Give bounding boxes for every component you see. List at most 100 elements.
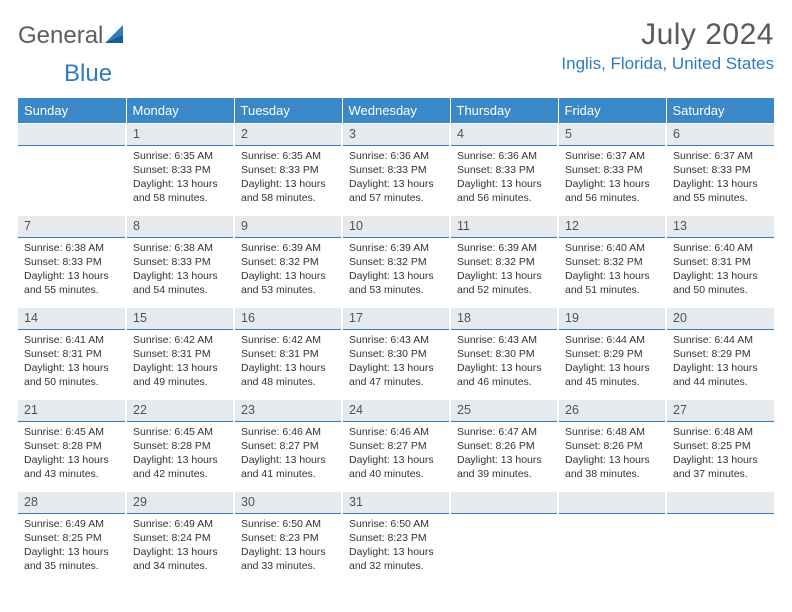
day-body: Sunrise: 6:50 AMSunset: 8:23 PMDaylight:…: [343, 514, 449, 580]
calendar-cell: [558, 491, 666, 583]
brand-logo: General: [18, 18, 131, 50]
daylight-line: Daylight: 13 hours and 48 minutes.: [241, 361, 335, 389]
sunrise-line: Sunrise: 6:46 AM: [241, 425, 335, 439]
day-body: Sunrise: 6:40 AMSunset: 8:31 PMDaylight:…: [667, 238, 774, 304]
day-number: 9: [235, 215, 341, 238]
day-number: 8: [127, 215, 233, 238]
calendar-cell: 13Sunrise: 6:40 AMSunset: 8:31 PMDayligh…: [666, 215, 774, 307]
calendar-week-row: 7Sunrise: 6:38 AMSunset: 8:33 PMDaylight…: [18, 215, 774, 307]
day-body: Sunrise: 6:44 AMSunset: 8:29 PMDaylight:…: [667, 330, 774, 396]
sunset-line: Sunset: 8:33 PM: [565, 163, 659, 177]
sunset-line: Sunset: 8:33 PM: [349, 163, 443, 177]
sunrise-line: Sunrise: 6:38 AM: [133, 241, 227, 255]
day-body: Sunrise: 6:40 AMSunset: 8:32 PMDaylight:…: [559, 238, 665, 304]
calendar-cell: 31Sunrise: 6:50 AMSunset: 8:23 PMDayligh…: [342, 491, 450, 583]
calendar-cell: 17Sunrise: 6:43 AMSunset: 8:30 PMDayligh…: [342, 307, 450, 399]
sunset-line: Sunset: 8:30 PM: [349, 347, 443, 361]
calendar-cell: 16Sunrise: 6:42 AMSunset: 8:31 PMDayligh…: [234, 307, 342, 399]
day-body: Sunrise: 6:48 AMSunset: 8:26 PMDaylight:…: [559, 422, 665, 488]
sunset-line: Sunset: 8:25 PM: [673, 439, 768, 453]
day-body: Sunrise: 6:42 AMSunset: 8:31 PMDaylight:…: [235, 330, 341, 396]
sunrise-line: Sunrise: 6:47 AM: [457, 425, 551, 439]
weekday-header: Friday: [558, 98, 666, 123]
sunrise-line: Sunrise: 6:38 AM: [24, 241, 119, 255]
sunrise-line: Sunrise: 6:42 AM: [241, 333, 335, 347]
day-number: 11: [451, 215, 557, 238]
sunset-line: Sunset: 8:31 PM: [133, 347, 227, 361]
day-body: Sunrise: 6:42 AMSunset: 8:31 PMDaylight:…: [127, 330, 233, 396]
calendar-table: SundayMondayTuesdayWednesdayThursdayFrid…: [18, 98, 774, 583]
day-body: Sunrise: 6:37 AMSunset: 8:33 PMDaylight:…: [559, 146, 665, 212]
daylight-line: Daylight: 13 hours and 40 minutes.: [349, 453, 443, 481]
day-number: 5: [559, 123, 665, 146]
calendar-week-row: 1Sunrise: 6:35 AMSunset: 8:33 PMDaylight…: [18, 123, 774, 215]
day-number: 6: [667, 123, 774, 146]
sunset-line: Sunset: 8:33 PM: [24, 255, 119, 269]
sunrise-line: Sunrise: 6:49 AM: [24, 517, 119, 531]
day-body: Sunrise: 6:44 AMSunset: 8:29 PMDaylight:…: [559, 330, 665, 396]
sunset-line: Sunset: 8:26 PM: [457, 439, 551, 453]
day-number: 22: [127, 399, 233, 422]
calendar-cell: 1Sunrise: 6:35 AMSunset: 8:33 PMDaylight…: [126, 123, 234, 215]
day-number-empty: [451, 491, 557, 514]
sunrise-line: Sunrise: 6:41 AM: [24, 333, 119, 347]
sunrise-line: Sunrise: 6:43 AM: [349, 333, 443, 347]
day-number: 15: [127, 307, 233, 330]
day-body-empty: [667, 514, 774, 574]
calendar-cell: 23Sunrise: 6:46 AMSunset: 8:27 PMDayligh…: [234, 399, 342, 491]
calendar-cell: 25 Sunrise: 6:47 AMSunset: 8:26 PMDayligh…: [450, 399, 558, 491]
day-number: 14: [18, 307, 125, 330]
day-body: Sunrise: 6:43 AMSunset: 8:30 PMDaylight:…: [343, 330, 449, 396]
daylight-line: Daylight: 13 hours and 43 minutes.: [24, 453, 119, 481]
day-body: Sunrise: 6:39 AMSunset: 8:32 PMDaylight:…: [451, 238, 557, 304]
calendar-cell: 30Sunrise: 6:50 AMSunset: 8:23 PMDayligh…: [234, 491, 342, 583]
daylight-line: Daylight: 13 hours and 58 minutes.: [241, 177, 335, 205]
day-number: 16: [235, 307, 341, 330]
sunset-line: Sunset: 8:27 PM: [349, 439, 443, 453]
calendar-cell: 4Sunrise: 6:36 AMSunset: 8:33 PMDaylight…: [450, 123, 558, 215]
sunrise-line: Sunrise: 6:36 AM: [457, 149, 551, 163]
day-body: Sunrise: 6:48 AMSunset: 8:25 PMDaylight:…: [667, 422, 774, 488]
sunset-line: Sunset: 8:31 PM: [241, 347, 335, 361]
daylight-line: Daylight: 13 hours and 56 minutes.: [457, 177, 551, 205]
day-number: 12: [559, 215, 665, 238]
sunrise-line: Sunrise: 6:35 AM: [133, 149, 227, 163]
day-number: 19: [559, 307, 665, 330]
daylight-line: Daylight: 13 hours and 54 minutes.: [133, 269, 227, 297]
calendar-cell: 19Sunrise: 6:44 AMSunset: 8:29 PMDayligh…: [558, 307, 666, 399]
day-number: 25: [451, 399, 557, 422]
sunrise-line: Sunrise: 6:39 AM: [241, 241, 335, 255]
day-number: 23: [235, 399, 341, 422]
sunrise-line: Sunrise: 6:45 AM: [24, 425, 119, 439]
sunset-line: Sunset: 8:26 PM: [565, 439, 659, 453]
sunrise-line: Sunrise: 6:35 AM: [241, 149, 335, 163]
sunrise-line: Sunrise: 6:44 AM: [673, 333, 768, 347]
daylight-line: Daylight: 13 hours and 39 minutes.: [457, 453, 551, 481]
calendar-cell: 28Sunrise: 6:49 AMSunset: 8:25 PMDayligh…: [18, 491, 126, 583]
calendar-cell: 27Sunrise: 6:48 AMSunset: 8:25 PMDayligh…: [666, 399, 774, 491]
sunset-line: Sunset: 8:32 PM: [349, 255, 443, 269]
sunrise-line: Sunrise: 6:48 AM: [565, 425, 659, 439]
sunset-line: Sunset: 8:31 PM: [24, 347, 119, 361]
sunrise-line: Sunrise: 6:50 AM: [241, 517, 335, 531]
calendar-week-row: 28Sunrise: 6:49 AMSunset: 8:25 PMDayligh…: [18, 491, 774, 583]
month-title: July 2024: [561, 18, 774, 52]
weekday-header: Saturday: [666, 98, 774, 123]
daylight-line: Daylight: 13 hours and 34 minutes.: [133, 545, 227, 573]
sunset-line: Sunset: 8:32 PM: [565, 255, 659, 269]
daylight-line: Daylight: 13 hours and 47 minutes.: [349, 361, 443, 389]
calendar-cell: 22Sunrise: 6:45 AMSunset: 8:28 PMDayligh…: [126, 399, 234, 491]
calendar-cell: 21Sunrise: 6:45 AMSunset: 8:28 PMDayligh…: [18, 399, 126, 491]
daylight-line: Daylight: 13 hours and 42 minutes.: [133, 453, 227, 481]
day-number: 24: [343, 399, 449, 422]
day-body: Sunrise: 6:46 AMSunset: 8:27 PMDaylight:…: [343, 422, 449, 488]
day-body: Sunrise: 6:49 AMSunset: 8:24 PMDaylight:…: [127, 514, 233, 580]
calendar-cell: [666, 491, 774, 583]
sunset-line: Sunset: 8:23 PM: [241, 531, 335, 545]
day-number: 30: [235, 491, 341, 514]
calendar-cell: 20Sunrise: 6:44 AMSunset: 8:29 PMDayligh…: [666, 307, 774, 399]
sunrise-line: Sunrise: 6:39 AM: [457, 241, 551, 255]
sunset-line: Sunset: 8:33 PM: [133, 255, 227, 269]
sunrise-line: Sunrise: 6:37 AM: [673, 149, 768, 163]
day-body: Sunrise: 6:43 AMSunset: 8:30 PMDaylight:…: [451, 330, 557, 396]
